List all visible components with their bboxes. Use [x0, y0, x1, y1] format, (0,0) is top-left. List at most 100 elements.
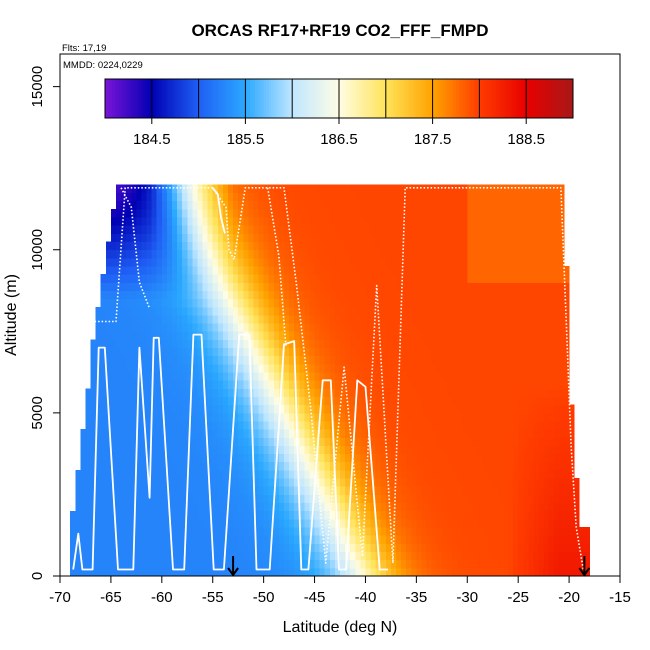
heatmap-cell — [467, 461, 473, 471]
heatmap-cell — [513, 290, 519, 300]
heatmap-cell — [523, 355, 529, 365]
heatmap-cell — [212, 290, 219, 300]
heatmap-cell — [156, 257, 163, 267]
heatmap-cell — [253, 510, 259, 520]
heatmap-cell — [426, 404, 433, 414]
heatmap-cell — [324, 461, 331, 471]
heatmap-cell — [304, 249, 310, 259]
heatmap-cell — [141, 510, 147, 520]
heatmap-cell — [350, 274, 356, 283]
heatmap-cell — [197, 331, 203, 340]
heatmap-cell — [508, 478, 514, 487]
heatmap-cell — [477, 200, 483, 210]
heatmap-cell — [105, 355, 112, 365]
heatmap-cell — [314, 200, 321, 210]
heatmap-cell — [212, 567, 219, 576]
heatmap-cell — [467, 249, 473, 259]
heatmap-cell — [538, 461, 545, 471]
heatmap-cell — [212, 184, 219, 194]
heatmap-cell — [278, 510, 285, 520]
heatmap-cell — [345, 184, 351, 194]
heatmap-cell — [90, 347, 97, 357]
heatmap-cell — [375, 290, 382, 300]
heatmap-cell — [253, 323, 259, 332]
colorbar-strip — [257, 79, 260, 118]
heatmap-cell — [319, 429, 326, 438]
heatmap-cell — [187, 266, 193, 275]
heatmap-cell — [294, 502, 300, 512]
heatmap-cell — [212, 437, 219, 446]
heatmap-cell — [121, 461, 127, 471]
heatmap-cell — [523, 249, 529, 259]
colorbar-strip — [493, 79, 497, 118]
heatmap-cell — [426, 233, 433, 242]
heatmap-cell — [462, 217, 468, 226]
heatmap-cell — [166, 315, 173, 324]
heatmap-cell — [497, 331, 504, 340]
heatmap-cell — [487, 469, 494, 479]
heatmap-cell — [141, 298, 147, 308]
heatmap-cell — [477, 412, 483, 422]
heatmap-cell — [126, 290, 132, 300]
colorbar-strip — [409, 79, 413, 118]
heatmap-cell — [482, 527, 489, 536]
heatmap-cell — [452, 518, 458, 528]
heatmap-cell — [390, 225, 397, 234]
heatmap-cell — [487, 494, 494, 503]
heatmap-cell — [543, 347, 550, 357]
heatmap-cell — [513, 388, 519, 397]
heatmap-cell — [365, 208, 371, 218]
heatmap-cell — [365, 217, 371, 226]
heatmap-cell — [217, 429, 224, 438]
heatmap-cell — [508, 421, 514, 430]
heatmap-cell — [390, 486, 397, 495]
heatmap-cell — [268, 315, 275, 324]
heatmap-cell — [548, 290, 555, 300]
heatmap-cell — [518, 217, 524, 226]
heatmap-cell — [166, 388, 173, 397]
heatmap-cell — [538, 315, 545, 324]
heatmap-cell — [553, 298, 560, 308]
heatmap-cell — [294, 306, 300, 316]
heatmap-cell — [462, 372, 468, 381]
heatmap-cell — [487, 518, 494, 528]
heatmap-cell — [436, 502, 443, 512]
heatmap-cell — [80, 445, 86, 455]
heatmap-cell — [243, 486, 249, 495]
heatmap-cell — [309, 453, 315, 463]
heatmap-cell — [431, 257, 438, 267]
heatmap-cell — [294, 298, 300, 308]
heatmap-cell — [243, 412, 249, 422]
heatmap-cell — [558, 535, 565, 544]
heatmap-cell — [426, 551, 433, 561]
heatmap-cell — [334, 567, 341, 576]
heatmap-cell — [416, 257, 422, 267]
heatmap-cell — [238, 404, 244, 414]
heatmap-cell — [380, 518, 387, 528]
heatmap-cell — [197, 388, 203, 397]
heatmap-cell — [278, 437, 285, 446]
heatmap-cell — [268, 200, 275, 210]
heatmap-cell — [121, 372, 127, 381]
heatmap-cell — [309, 331, 315, 340]
heatmap-cell — [197, 412, 203, 422]
heatmap-cell — [492, 266, 499, 275]
heatmap-cell — [299, 331, 305, 340]
heatmap-cell — [411, 249, 417, 259]
heatmap-cell — [477, 502, 483, 512]
heatmap-cell — [90, 567, 97, 576]
heatmap-cell — [243, 421, 249, 430]
heatmap-cell — [457, 249, 463, 259]
heatmap-cell — [258, 290, 265, 300]
heatmap-cell — [243, 380, 249, 389]
heatmap-cell — [421, 494, 427, 503]
heatmap-cell — [141, 469, 147, 479]
heatmap-cell — [309, 363, 315, 373]
heatmap-cell — [334, 217, 341, 226]
heatmap-cell — [452, 535, 458, 544]
heatmap-cell — [263, 494, 270, 503]
heatmap-cell — [136, 306, 142, 316]
heatmap-cell — [446, 233, 453, 242]
heatmap-cell — [151, 257, 158, 267]
heatmap-cell — [304, 551, 310, 561]
